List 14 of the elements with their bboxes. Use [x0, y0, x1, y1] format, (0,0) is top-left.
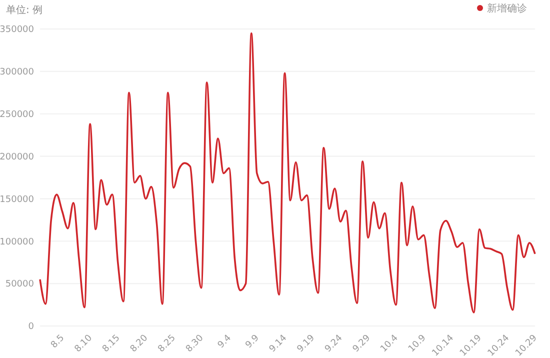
x-tick-label: 9.4	[216, 333, 234, 350]
x-tick-label: 8.5	[49, 333, 67, 350]
y-tick-label: 100000	[0, 237, 34, 248]
y-tick-label: 50000	[5, 280, 34, 290]
line-series	[39, 32, 536, 314]
y-tick-label: 300000	[0, 68, 34, 78]
y-tick-label: 0	[28, 322, 34, 332]
y-tick-label: 350000	[0, 25, 34, 36]
y-tick-label: 150000	[0, 194, 34, 205]
legend-label: 新增确诊	[487, 2, 527, 14]
y-axis-title: 单位: 例	[6, 4, 43, 16]
y-tick-label: 250000	[0, 110, 34, 120]
y-tick-label: 200000	[0, 152, 34, 162]
x-tick-label: 9.9	[244, 333, 262, 350]
